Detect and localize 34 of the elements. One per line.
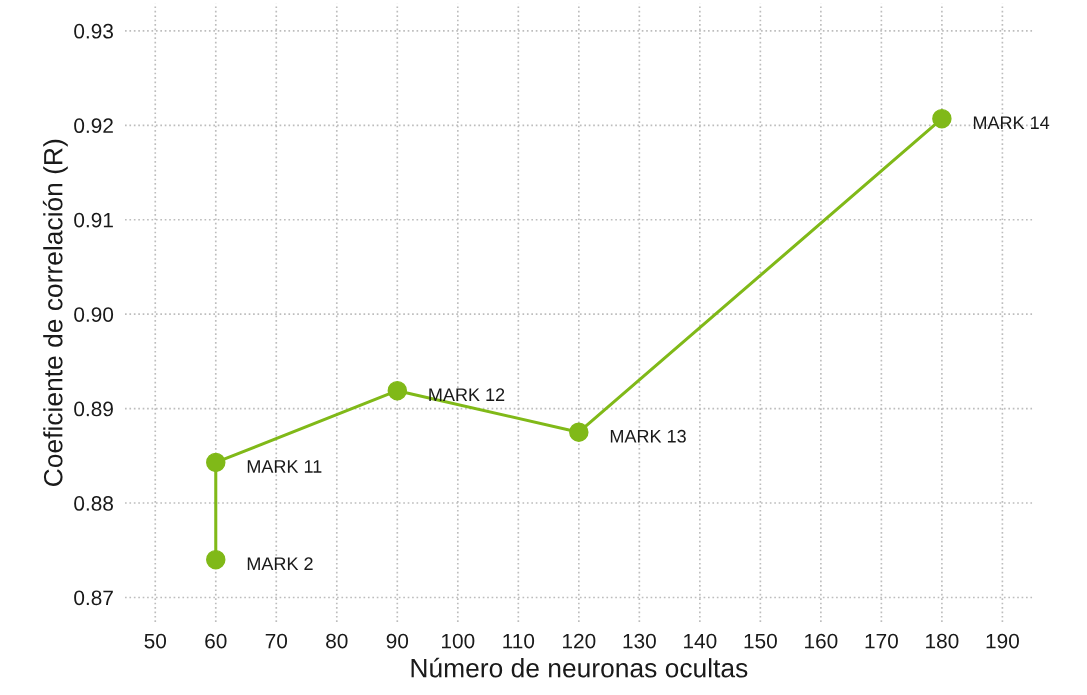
y-tick-label: 0.87 [74, 590, 113, 606]
x-tick-label: 60 [205, 633, 227, 649]
x-tick-label: 90 [386, 633, 409, 649]
x-tick-label: 70 [265, 633, 288, 649]
annotation: MARK 11 [247, 460, 322, 473]
annotation: MARK 2 [247, 557, 313, 570]
y-tick-label: 0.90 [74, 307, 114, 322]
x-tick-label: 180 [926, 633, 959, 649]
y-tick-label: 0.89 [74, 401, 113, 417]
y-tick-label: 0.92 [74, 118, 113, 134]
x-tick-label: 140 [684, 633, 717, 649]
annotation: MARK 12 [429, 388, 505, 401]
point [932, 108, 952, 129]
x-tick-label: 50 [144, 633, 167, 649]
x-tick-label: 160 [805, 633, 838, 649]
x-tick-label: 100 [442, 633, 475, 649]
x-tick-label: 150 [744, 633, 777, 649]
x-tick-label: 190 [986, 633, 1019, 649]
point [206, 549, 226, 570]
x-tick-label: 120 [563, 633, 596, 649]
x-tick-label: 110 [503, 633, 535, 649]
y-tick-label: 0.91 [74, 212, 113, 228]
y-tick-label: 0.88 [74, 496, 113, 511]
y-tick-label: 0.93 [74, 23, 113, 39]
point [569, 422, 589, 442]
x-axis-title: Número de neuronas ocultas [411, 657, 748, 678]
annotation: MARK 13 [610, 429, 686, 443]
point [387, 380, 408, 401]
y-axis-title: Coeficiente de correlación (R) [42, 139, 68, 486]
x-tick-label: 80 [326, 633, 348, 649]
annotation: MARK 14 [973, 116, 1050, 129]
x-tick-label: 130 [623, 633, 656, 649]
point [206, 452, 226, 473]
x-tick-label: 170 [865, 633, 898, 649]
